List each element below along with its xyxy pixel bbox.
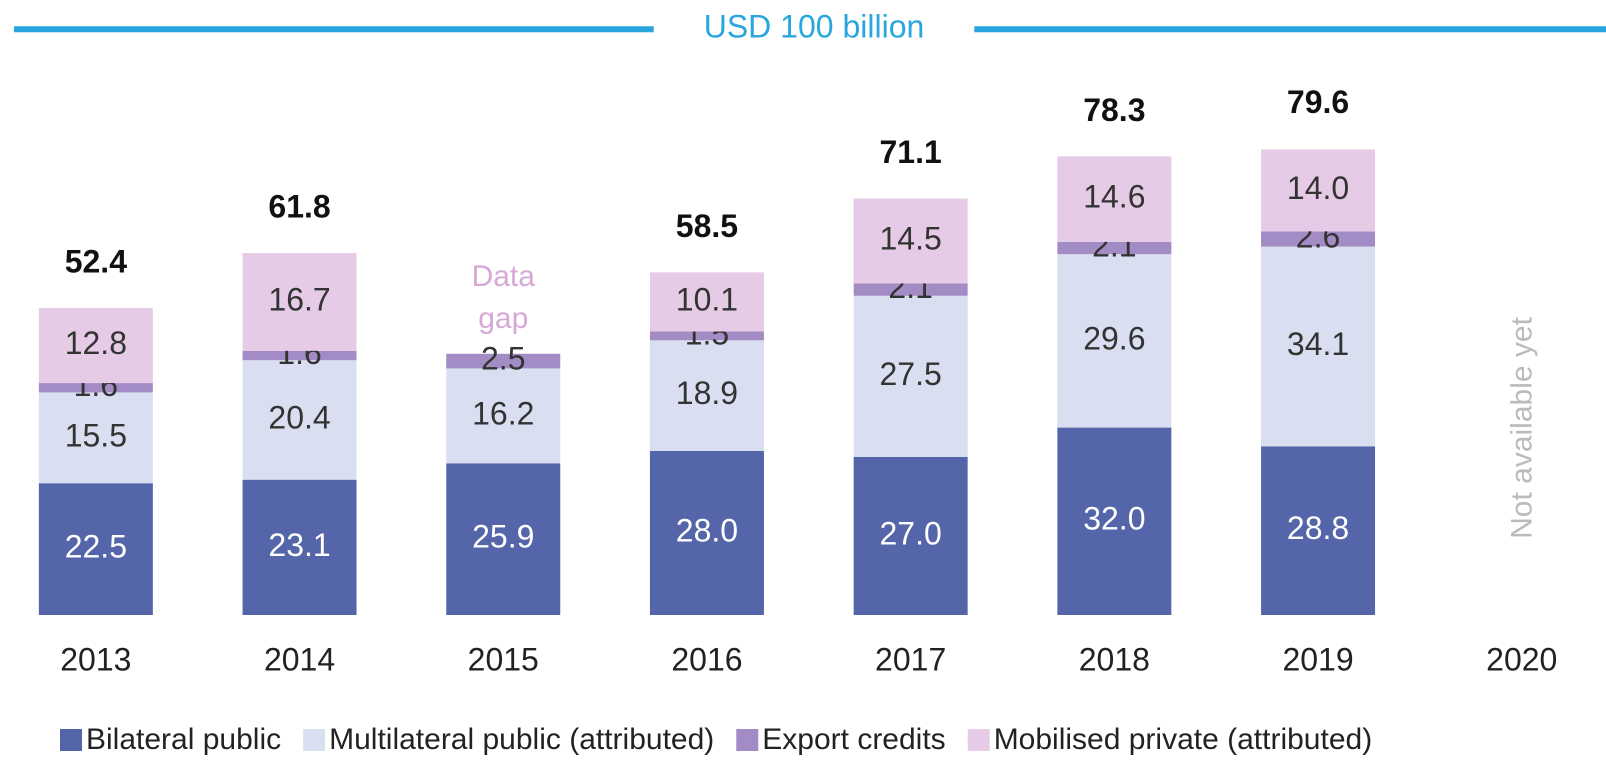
value-label: 16.2 bbox=[472, 395, 534, 431]
value-label: 20.4 bbox=[268, 399, 330, 435]
x-tick-label: 2015 bbox=[468, 641, 539, 677]
bar-segment bbox=[1057, 427, 1172, 615]
legend-label: Bilateral public bbox=[86, 723, 281, 756]
legend-label: Multilateral public (attributed) bbox=[329, 723, 714, 756]
total-label: 78.3 bbox=[1083, 92, 1145, 128]
total-label: 79.6 bbox=[1287, 84, 1349, 120]
bar-segment bbox=[242, 350, 357, 361]
bar-segment bbox=[649, 340, 764, 451]
bar-segment bbox=[38, 308, 153, 384]
x-tick-label: 2013 bbox=[60, 641, 131, 677]
total-label: 61.8 bbox=[268, 188, 330, 224]
bar-segment bbox=[1057, 254, 1172, 428]
value-label: 15.5 bbox=[65, 417, 127, 453]
x-tick-label: 2018 bbox=[1079, 641, 1150, 677]
bar-segment bbox=[853, 198, 968, 284]
bar-segment bbox=[446, 353, 561, 369]
bar-segment bbox=[38, 392, 153, 484]
bar-segment bbox=[242, 360, 357, 480]
value-label: 28.8 bbox=[1287, 510, 1349, 546]
value-label: 14.5 bbox=[880, 220, 942, 256]
value-label: 14.6 bbox=[1083, 179, 1145, 215]
x-tick-label: 2016 bbox=[671, 641, 742, 677]
bar-segment bbox=[1261, 246, 1376, 447]
bar-segment bbox=[1261, 231, 1376, 247]
value-label: 2.5 bbox=[481, 341, 525, 377]
value-label: 27.0 bbox=[880, 515, 942, 551]
value-label: 14.0 bbox=[1287, 170, 1349, 206]
bar-segment bbox=[649, 451, 764, 615]
value-label: 16.7 bbox=[268, 281, 330, 317]
bar-segment bbox=[242, 253, 357, 351]
x-tick-label: 2014 bbox=[264, 641, 335, 677]
total-label: 58.5 bbox=[676, 208, 738, 244]
bar-segment bbox=[1261, 446, 1376, 615]
value-label: 27.5 bbox=[880, 356, 942, 392]
annotation: Not available yet bbox=[1506, 316, 1539, 538]
total-label: 71.1 bbox=[880, 134, 942, 170]
total-label: 52.4 bbox=[65, 244, 127, 280]
bar-segment bbox=[1261, 149, 1376, 232]
bar-segment bbox=[38, 483, 153, 615]
legend-label: Mobilised private (attributed) bbox=[994, 723, 1373, 756]
bar-segment bbox=[853, 283, 968, 296]
bar-segment bbox=[38, 383, 153, 393]
bar-segment bbox=[1057, 156, 1172, 242]
value-label: 12.8 bbox=[65, 325, 127, 361]
value-label: 10.1 bbox=[676, 281, 738, 317]
value-label: 34.1 bbox=[1287, 326, 1349, 362]
value-label: 32.0 bbox=[1083, 501, 1145, 537]
value-label: 25.9 bbox=[472, 519, 534, 555]
bar-segment bbox=[853, 456, 968, 615]
annotation: Data gap bbox=[471, 259, 535, 335]
bar-segment bbox=[853, 295, 968, 457]
value-label: 28.0 bbox=[676, 512, 738, 548]
legend-swatch bbox=[303, 729, 326, 751]
bar-segment bbox=[1057, 241, 1172, 255]
legend-swatch bbox=[736, 729, 759, 751]
bar-segment bbox=[446, 463, 561, 615]
legend-swatch bbox=[967, 729, 990, 751]
bar-segment bbox=[242, 479, 357, 615]
target-label: USD 100 billion bbox=[704, 9, 925, 45]
value-label: 29.6 bbox=[1083, 320, 1145, 356]
value-label: 22.5 bbox=[65, 529, 127, 565]
bar-segment bbox=[649, 331, 764, 341]
bar-segment bbox=[446, 368, 561, 464]
x-tick-label: 2017 bbox=[875, 641, 946, 677]
bar-segment bbox=[649, 272, 764, 332]
value-label: 18.9 bbox=[676, 375, 738, 411]
value-label: 23.1 bbox=[268, 527, 330, 563]
legend-swatch bbox=[60, 729, 82, 751]
x-tick-label: 2020 bbox=[1486, 641, 1557, 677]
legend-label: Export credits bbox=[762, 723, 945, 756]
x-tick-label: 2019 bbox=[1282, 641, 1353, 677]
